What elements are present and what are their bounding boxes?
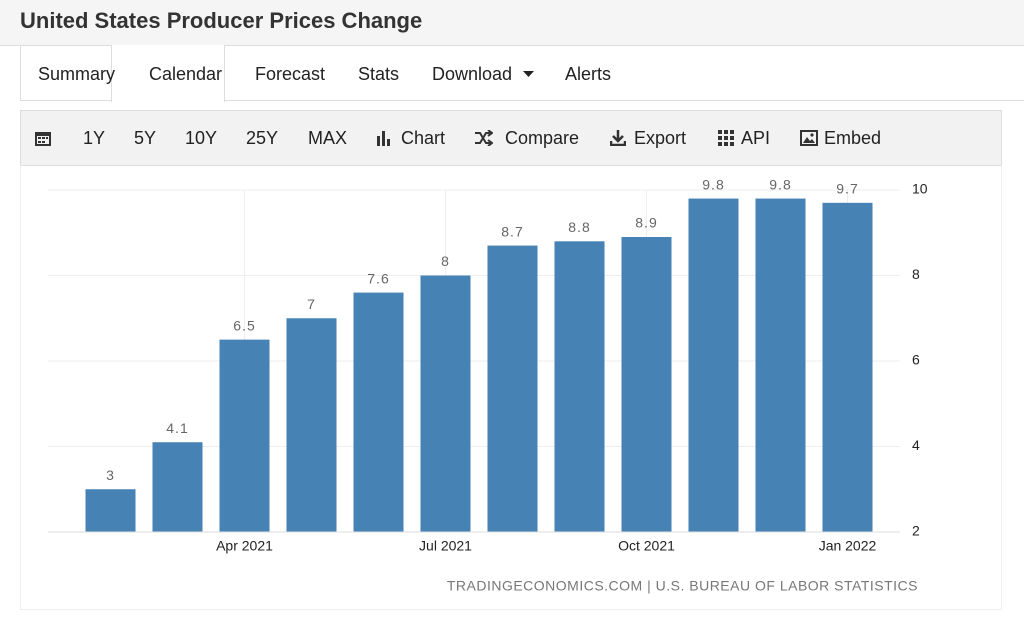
chart-button[interactable]: Chart xyxy=(401,128,446,148)
range-button[interactable]: 25Y xyxy=(246,128,279,148)
range-button[interactable]: 5Y xyxy=(134,128,157,148)
range-button[interactable]: 10Y xyxy=(185,128,218,148)
bar xyxy=(152,442,203,532)
data-label: 8 xyxy=(441,253,450,269)
embed-button[interactable]: Embed xyxy=(824,128,882,148)
chart-container xyxy=(20,165,1002,610)
source: TRADINGECONOMICS.COM | U.S. BUREAU OF LA… xyxy=(447,578,918,594)
tab[interactable]: Alerts xyxy=(565,64,612,84)
range-button[interactable]: 1Y xyxy=(83,128,106,148)
bar xyxy=(420,275,471,532)
y-tick-label: 10 xyxy=(912,181,928,197)
embed-icon xyxy=(800,130,818,146)
api-icon xyxy=(718,130,734,146)
data-label: 9.8 xyxy=(702,176,724,192)
data-label: 9.8 xyxy=(769,176,791,192)
bar xyxy=(822,202,873,532)
bar xyxy=(353,292,404,532)
tab[interactable]: Summary xyxy=(38,64,116,84)
active-tab-bg xyxy=(111,45,225,102)
export-button[interactable]: Export xyxy=(634,128,687,148)
bar xyxy=(219,339,270,532)
y-tick-label: 4 xyxy=(912,437,920,453)
export-icon xyxy=(610,130,626,146)
data-label: 4.1 xyxy=(166,420,188,436)
header: United States Producer Prices Change xyxy=(0,0,1024,46)
data-label: 7 xyxy=(307,296,316,312)
tab[interactable]: Stats xyxy=(358,64,400,84)
data-label: 8.8 xyxy=(568,219,590,235)
bar xyxy=(621,237,672,532)
data-label: 6.5 xyxy=(233,317,255,333)
bar xyxy=(554,241,605,533)
toolbar: 1Y 5Y 10Y 25Y MAX Chart Compare Export A… xyxy=(20,110,1002,166)
bar xyxy=(688,198,739,533)
y-tick-label: 6 xyxy=(912,352,920,368)
tab[interactable]: Download xyxy=(432,64,513,84)
tabs: Summary Calendar Forecast Stats Download… xyxy=(20,45,1024,102)
range-button[interactable]: MAX xyxy=(308,128,348,148)
caret xyxy=(523,71,534,77)
tab[interactable]: Calendar xyxy=(149,64,223,84)
data-label: 8.9 xyxy=(635,215,657,231)
x-tick-label: Oct 2021 xyxy=(618,538,675,554)
calendar-icon[interactable] xyxy=(35,130,51,146)
bar xyxy=(487,245,538,532)
x-tick-label: Apr 2021 xyxy=(216,538,273,554)
tab[interactable]: Forecast xyxy=(255,64,326,84)
data-label: 9.7 xyxy=(836,181,858,197)
api-button[interactable]: API xyxy=(741,128,771,148)
x-tick-label: Jan 2022 xyxy=(819,538,877,554)
x-tick-label: Jul 2021 xyxy=(419,538,472,554)
data-label: 8.7 xyxy=(501,223,523,239)
data-label: 3 xyxy=(106,467,115,483)
y-tick-label: 8 xyxy=(912,266,920,282)
bar xyxy=(755,198,806,533)
page-title: United States Producer Prices Change xyxy=(20,8,423,33)
compare-icon xyxy=(475,130,493,146)
y-tick-label: 2 xyxy=(912,523,920,539)
data-label: 7.6 xyxy=(367,270,389,286)
bar xyxy=(85,489,136,532)
bar xyxy=(286,318,337,532)
compare-button[interactable]: Compare xyxy=(505,128,580,148)
chart-icon xyxy=(377,131,390,146)
